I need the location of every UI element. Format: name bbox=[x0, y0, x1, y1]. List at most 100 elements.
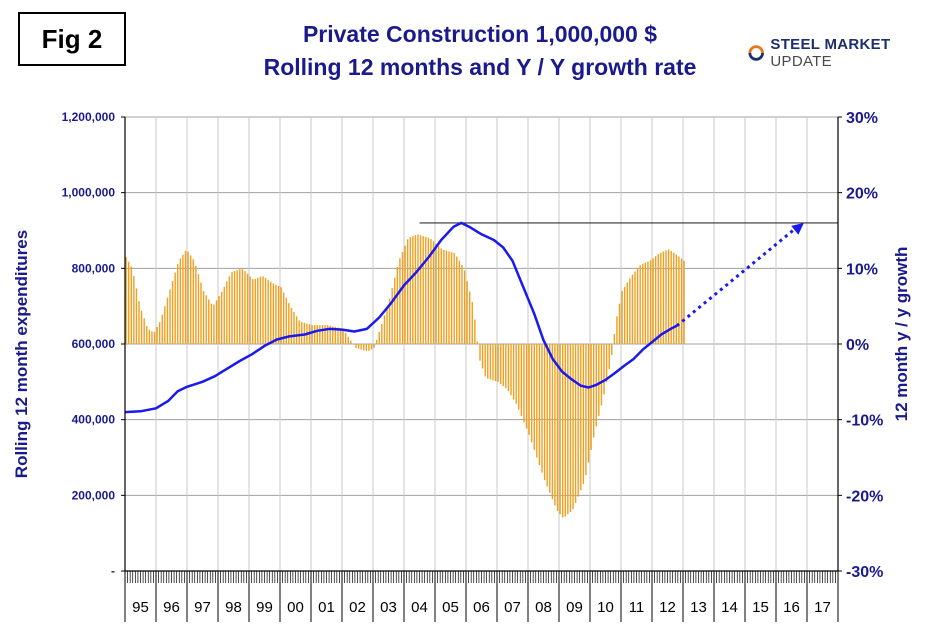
growth-bar bbox=[329, 325, 331, 344]
growth-bar bbox=[414, 235, 417, 344]
growth-bar bbox=[396, 267, 399, 344]
year-label: 98 bbox=[225, 599, 242, 616]
year-label: 99 bbox=[256, 599, 273, 616]
growth-bar bbox=[319, 325, 321, 344]
growth-bar bbox=[494, 344, 497, 382]
growth-bar bbox=[195, 265, 197, 344]
growth-bar bbox=[618, 303, 621, 344]
growth-bar bbox=[251, 279, 254, 344]
growth-bar bbox=[660, 252, 662, 344]
year-label: 97 bbox=[194, 599, 211, 616]
growth-bar bbox=[236, 270, 238, 344]
growth-bar bbox=[466, 280, 468, 344]
growth-bar bbox=[577, 344, 579, 497]
growth-bar bbox=[613, 333, 616, 344]
growth-bar bbox=[127, 261, 130, 344]
growth-bar bbox=[153, 331, 156, 344]
growth-bar bbox=[164, 306, 166, 344]
growth-bar bbox=[313, 325, 316, 344]
growth-bar bbox=[288, 303, 290, 344]
growth-bars bbox=[125, 234, 685, 518]
growth-bar bbox=[226, 281, 228, 344]
growth-bar bbox=[518, 344, 520, 410]
growth-bar bbox=[492, 344, 494, 381]
growth-bar bbox=[561, 344, 564, 518]
growth-bar bbox=[536, 344, 538, 458]
year-label: 03 bbox=[380, 599, 397, 616]
growth-bar bbox=[636, 268, 639, 344]
growth-bar bbox=[683, 260, 685, 344]
growth-bar bbox=[357, 344, 360, 349]
right-tick-label: -30% bbox=[846, 564, 883, 581]
growth-bar bbox=[239, 269, 241, 344]
growth-bar bbox=[244, 271, 246, 344]
year-label: 16 bbox=[783, 599, 800, 616]
growth-bar bbox=[587, 344, 590, 463]
growth-bar bbox=[275, 284, 277, 344]
growth-bar bbox=[567, 344, 569, 515]
growth-bar bbox=[680, 258, 683, 344]
growth-bar bbox=[174, 272, 176, 344]
growth-bar bbox=[257, 277, 259, 344]
growth-bar bbox=[556, 344, 559, 512]
growth-bar bbox=[246, 273, 249, 344]
growth-bar bbox=[642, 263, 644, 344]
year-label: 05 bbox=[442, 599, 459, 616]
growth-bar bbox=[611, 344, 613, 355]
growth-bar bbox=[549, 344, 551, 493]
growth-bar bbox=[629, 278, 631, 344]
growth-bar bbox=[582, 344, 585, 484]
growth-bar bbox=[437, 246, 440, 344]
growth-bar bbox=[293, 312, 295, 344]
growth-bar bbox=[538, 344, 541, 466]
year-label: 07 bbox=[504, 599, 521, 616]
growth-bar bbox=[623, 286, 626, 344]
growth-bar bbox=[456, 256, 458, 344]
left-tick-label: 400,000 bbox=[72, 413, 116, 427]
growth-bar bbox=[670, 250, 672, 344]
growth-bar bbox=[401, 251, 404, 344]
growth-bar bbox=[528, 344, 530, 435]
growth-bar bbox=[189, 255, 192, 344]
year-label: 15 bbox=[752, 599, 769, 616]
left-tick-label: - bbox=[111, 564, 115, 578]
brand-text-light: UPDATE bbox=[770, 53, 832, 70]
growth-bar bbox=[205, 295, 207, 344]
expenditure-line bbox=[124, 221, 804, 414]
growth-bar bbox=[559, 344, 561, 515]
growth-bar bbox=[388, 298, 391, 344]
growth-bar bbox=[264, 278, 267, 344]
growth-bar bbox=[523, 344, 525, 423]
year-label: 00 bbox=[287, 599, 304, 616]
growth-bar bbox=[350, 340, 352, 344]
growth-bar bbox=[657, 254, 659, 344]
growth-bar bbox=[569, 344, 572, 513]
growth-bar bbox=[223, 286, 225, 344]
growth-bar bbox=[391, 288, 393, 344]
growth-bar bbox=[502, 344, 504, 387]
growth-bar bbox=[427, 237, 430, 344]
growth-bar bbox=[497, 344, 499, 382]
growth-bar bbox=[161, 314, 163, 344]
growth-bar bbox=[481, 344, 484, 369]
growth-bar bbox=[179, 258, 182, 344]
year-label: 96 bbox=[163, 599, 180, 616]
growth-bar bbox=[270, 281, 272, 344]
growth-bar bbox=[541, 344, 543, 473]
growth-bar bbox=[505, 344, 507, 389]
year-label: 14 bbox=[721, 599, 738, 616]
growth-bar bbox=[130, 266, 132, 344]
growth-bar bbox=[262, 276, 264, 344]
growth-bar bbox=[383, 315, 386, 344]
left-tick-label: 1,000,000 bbox=[62, 186, 116, 200]
brand-text-bold: STEEL MARKET bbox=[770, 36, 891, 53]
growth-bar bbox=[634, 271, 636, 344]
growth-bar bbox=[285, 297, 287, 344]
growth-bar bbox=[608, 344, 610, 370]
growth-bar bbox=[468, 291, 471, 344]
growth-bar bbox=[373, 344, 375, 348]
year-label: 11 bbox=[629, 599, 645, 616]
growth-bar bbox=[616, 316, 618, 344]
growth-bar bbox=[605, 344, 608, 382]
